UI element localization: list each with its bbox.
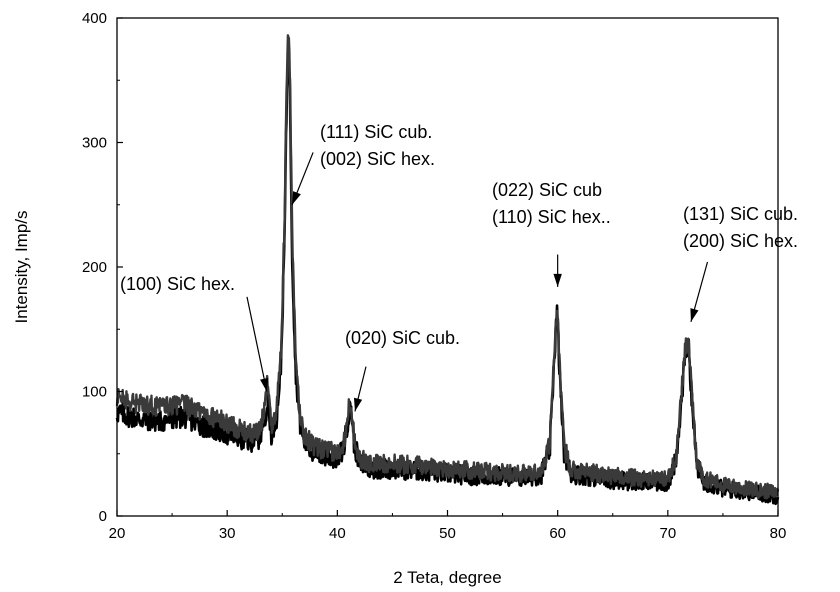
y-tick-label: 200 (82, 259, 107, 276)
annotation-label: (020) SiC cub. (345, 328, 460, 348)
y-tick-label: 300 (82, 135, 107, 152)
y-axis-title: Intensity, Imp/s (12, 210, 31, 323)
x-tick-label: 20 (109, 525, 126, 542)
x-tick-label: 30 (219, 525, 236, 542)
annotation-arrowhead (553, 273, 562, 287)
x-tick-label: 60 (549, 525, 566, 542)
annotation-label: (200) SiC hex. (683, 231, 798, 251)
annotation-arrow (246, 296, 268, 392)
x-tick-label: 40 (329, 525, 346, 542)
ticks: 20 30 40 50 60 70 80 0 100 200 300 400 (82, 10, 786, 542)
annotation-arrowhead (292, 191, 301, 205)
annotation-label: (111) SiC cub. (320, 122, 432, 142)
series-layer (115, 34, 780, 506)
x-tick-label: 80 (770, 525, 787, 542)
annotation-label: (002) SiC hex. (320, 149, 435, 169)
series-line-2 (115, 34, 780, 500)
annotation-label: (110) SiC hex.. (492, 207, 611, 227)
annotation-label: (022) SiC cub (492, 180, 602, 200)
annotation-arrowhead (260, 377, 269, 392)
annotation-arrowhead (690, 308, 699, 322)
y-tick-label: 400 (82, 10, 107, 27)
annotations: (111) SiC cub. (002) SiC hex. (100) SiC he… (120, 122, 798, 412)
y-tick-label: 0 (99, 508, 107, 525)
annotation-label: (131) SiC cub. (683, 204, 798, 224)
x-tick-label: 50 (439, 525, 456, 542)
y-tick-label: 100 (82, 384, 107, 401)
x-axis-title: 2 Teta, degree (393, 568, 501, 587)
annotation-label: (100) SiC hex. (120, 274, 235, 294)
annotation-arrowhead (353, 397, 363, 412)
x-tick-label: 70 (659, 525, 676, 542)
